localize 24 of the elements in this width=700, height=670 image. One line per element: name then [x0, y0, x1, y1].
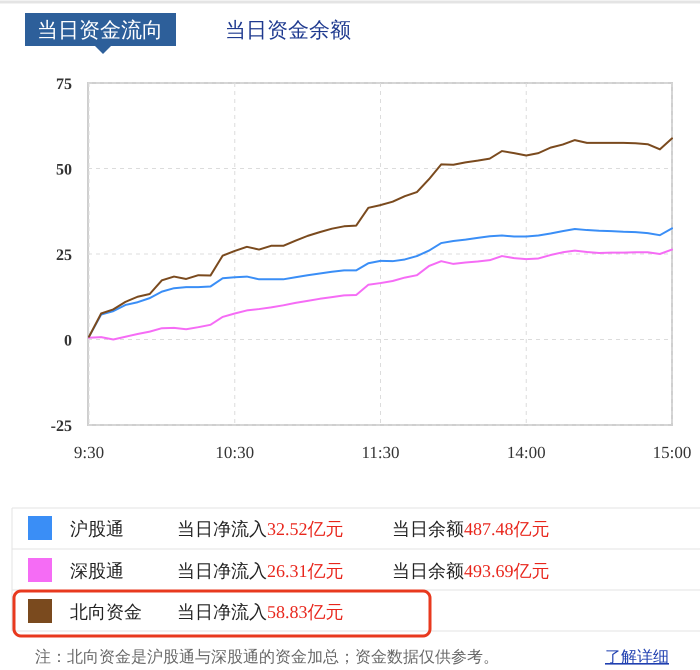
text: 当日净流入58.83亿元	[177, 602, 344, 622]
x-tick-label: 9:30	[74, 443, 104, 462]
y-tick-label: 75	[56, 76, 72, 93]
x-tick-label: 10:30	[215, 443, 254, 462]
y-tick-label: -25	[50, 418, 72, 435]
legend-label: 沪股通	[70, 519, 124, 539]
y-tick-label: 50	[56, 162, 72, 178]
text: 当日净流入32.52亿元	[177, 519, 344, 539]
legend-label: 北向资金	[70, 602, 142, 622]
text: 当日净流入26.31亿元	[177, 561, 344, 581]
text: 了解详细	[605, 648, 669, 666]
text: 当日余额487.48亿元	[392, 519, 550, 539]
chart-subtitle: 当日资金余额	[225, 18, 351, 42]
chart-title: 当日资金流向	[37, 18, 163, 42]
x-tick-label: 15:00	[652, 443, 692, 462]
y-tick-label: 25	[56, 247, 72, 264]
y-tick-label: 0	[64, 332, 72, 350]
text: 注：北向资金是沪股通与深股通的资金加总；资金数据仅供参考。	[35, 648, 499, 666]
line-series	[88, 248, 673, 340]
x-tick-label: 11:30	[361, 443, 400, 462]
x-tick-label: 14:00	[506, 443, 546, 462]
legend-label: 深股通	[70, 561, 124, 581]
text: 当日余额493.69亿元	[392, 561, 550, 581]
line-series	[88, 137, 673, 338]
